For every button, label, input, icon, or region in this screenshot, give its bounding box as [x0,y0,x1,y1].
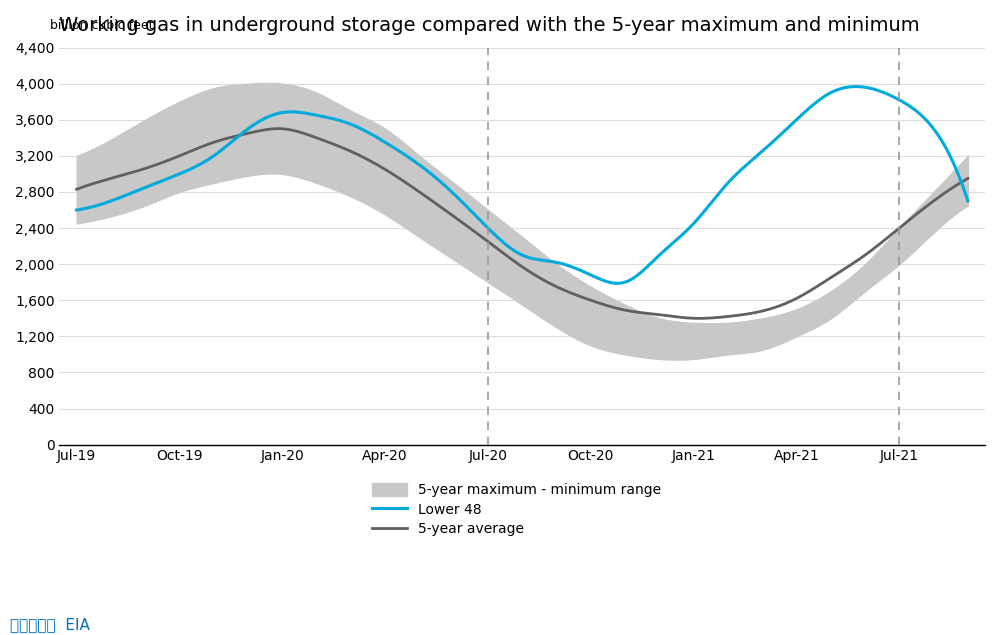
Legend: 5-year maximum - minimum range, Lower 48, 5-year average: 5-year maximum - minimum range, Lower 48… [372,483,661,537]
Text: billion cubic feet: billion cubic feet [50,18,154,32]
Text: 数据来源：  EIA: 数据来源： EIA [10,617,90,632]
Text: Working gas in underground storage compared with the 5-year maximum and minimum: Working gas in underground storage compa… [59,16,920,35]
